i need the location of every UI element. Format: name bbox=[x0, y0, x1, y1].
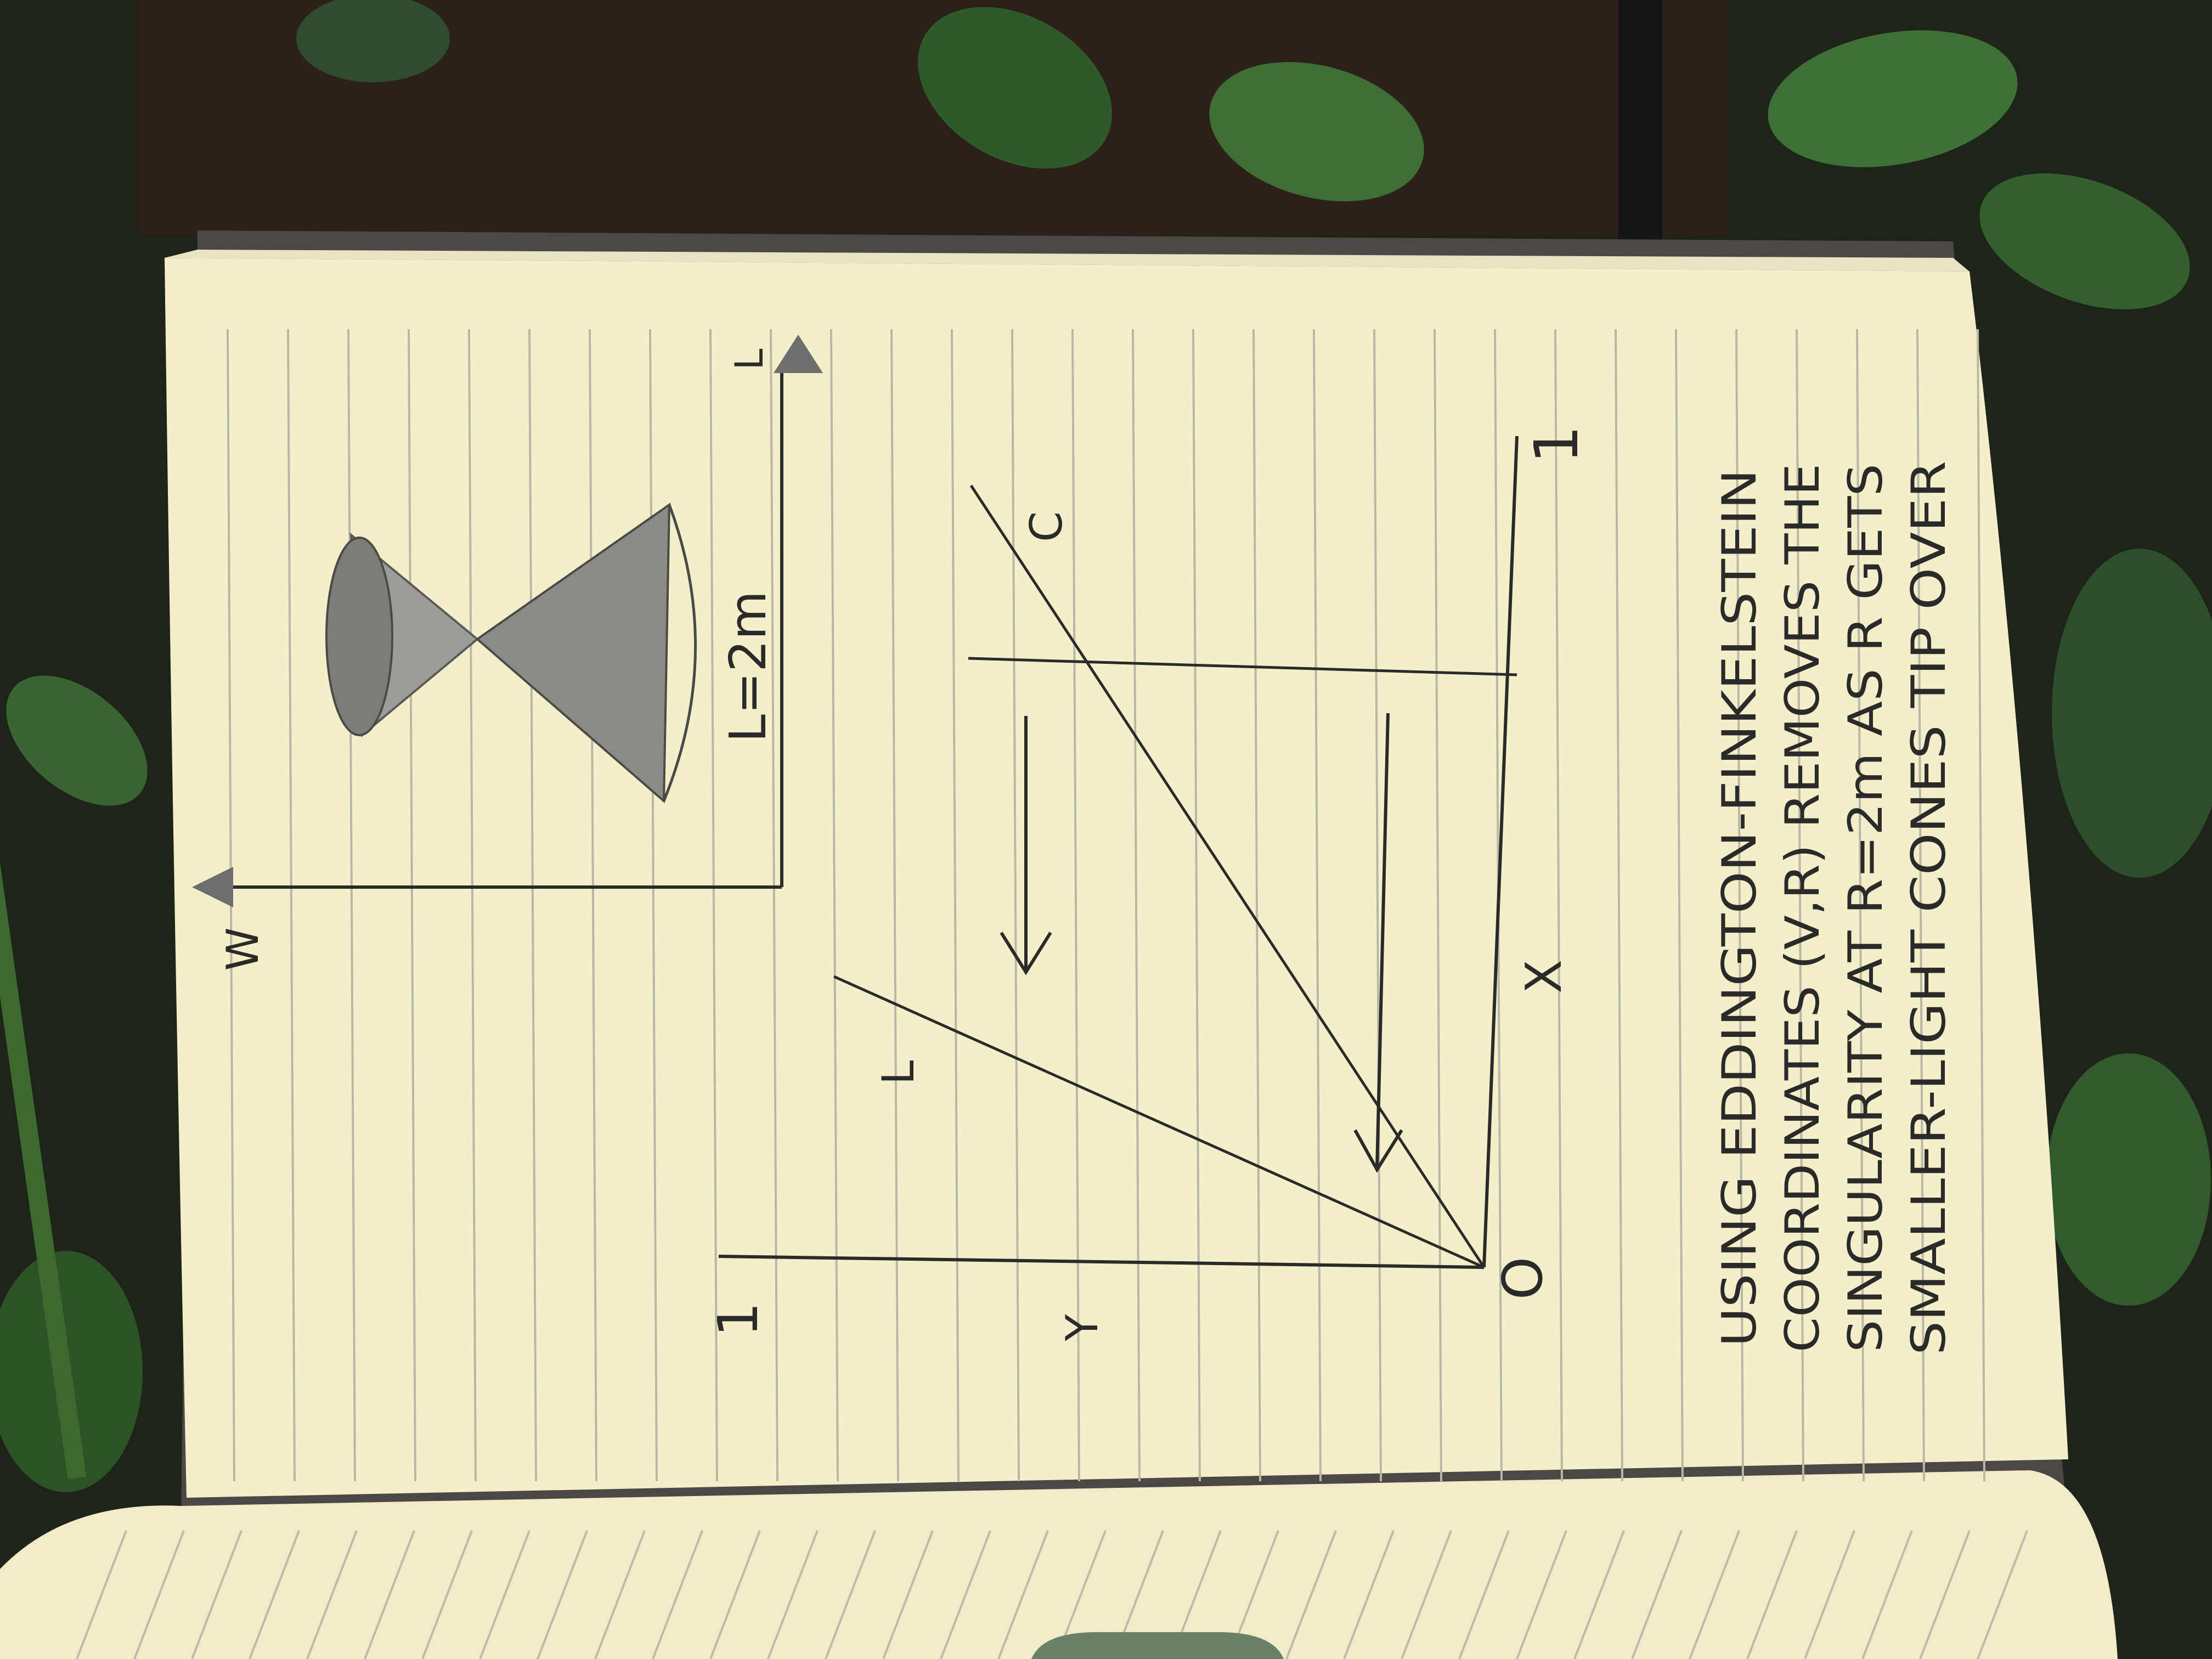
ruled-line bbox=[479, 1530, 531, 1659]
horizon-label: L=2m bbox=[719, 591, 777, 743]
ruled-line bbox=[1796, 329, 1804, 1482]
ruled-line bbox=[1313, 329, 1322, 1482]
leaf bbox=[918, 7, 1112, 169]
ruled-line bbox=[528, 329, 537, 1482]
line-c-label: C bbox=[1021, 511, 1072, 542]
ruled-line bbox=[770, 329, 778, 1482]
x-axis-label: X bbox=[1515, 960, 1573, 994]
ruled-line bbox=[882, 1530, 934, 1659]
leaf bbox=[296, 0, 450, 82]
ruled-line bbox=[1746, 1530, 1798, 1659]
ruled-line bbox=[1916, 329, 1925, 1482]
y-tick-label: 1 bbox=[706, 1302, 770, 1337]
arrow-shaft-lower bbox=[1375, 713, 1390, 1169]
elastic-band bbox=[1031, 1632, 1284, 1659]
ruled-line bbox=[1689, 1530, 1740, 1659]
ruled-line bbox=[1919, 1530, 1971, 1659]
ruled-line bbox=[1373, 329, 1382, 1482]
ruled-line bbox=[1573, 1530, 1625, 1659]
ruled-line bbox=[1735, 329, 1744, 1482]
ruled-line bbox=[249, 1530, 300, 1659]
unit-line-x-one bbox=[968, 657, 1517, 676]
note-line-2: COORDINATES (V,R) REMOVES THE bbox=[1775, 464, 1830, 1352]
diagonal-line-l bbox=[833, 975, 1485, 1269]
ruled-line bbox=[1554, 329, 1563, 1482]
coordinate-diagram: 1 Y O X 1 L C bbox=[706, 425, 1592, 1341]
ruled-line bbox=[537, 1530, 588, 1659]
ruled-line bbox=[421, 1530, 473, 1659]
ruled-line bbox=[890, 329, 899, 1482]
ruled-line bbox=[1516, 1530, 1567, 1659]
ruled-line bbox=[191, 1530, 242, 1659]
ruled-line bbox=[1071, 329, 1080, 1482]
ruled-line bbox=[709, 329, 718, 1482]
ruled-line bbox=[364, 1530, 415, 1659]
axis-l-label: L bbox=[727, 349, 772, 370]
w-axis-arrowhead bbox=[192, 867, 233, 907]
ruled-line bbox=[306, 1530, 358, 1659]
ruled-line bbox=[1631, 1530, 1683, 1659]
ruled-line bbox=[589, 329, 597, 1482]
ruled-line bbox=[1132, 329, 1141, 1482]
ruled-line bbox=[1252, 329, 1261, 1482]
lower-cone-cap bbox=[662, 504, 697, 802]
ruled-line bbox=[594, 1530, 646, 1659]
ruled-line bbox=[1285, 1530, 1337, 1659]
ruled-line bbox=[830, 329, 839, 1482]
ruled-line bbox=[997, 1530, 1049, 1659]
leaf bbox=[2052, 549, 2212, 878]
ruled-line bbox=[1192, 329, 1201, 1482]
ruled-line bbox=[1977, 329, 1985, 1482]
pot-rim bbox=[1618, 0, 1662, 241]
ruled-line bbox=[1434, 329, 1442, 1482]
y-axis-label: Y bbox=[1057, 1313, 1108, 1341]
ruled-line bbox=[940, 1530, 991, 1659]
ruled-line bbox=[1401, 1530, 1452, 1659]
ruled-line bbox=[76, 1530, 127, 1659]
y-axis bbox=[718, 1255, 1485, 1269]
ruled-line bbox=[951, 329, 960, 1482]
x-tick-label: 1 bbox=[1521, 425, 1592, 464]
ruled-line bbox=[1011, 329, 1020, 1482]
leaf bbox=[2046, 1053, 2211, 1306]
lower-page bbox=[0, 1470, 2118, 1659]
note-line-3: SINGULARITY AT R=2m AS R GETS bbox=[1838, 464, 1893, 1352]
ruled-line bbox=[1675, 329, 1684, 1482]
arrow-head-upper bbox=[1000, 932, 1052, 975]
ruled-line bbox=[709, 1530, 761, 1659]
leaf bbox=[1768, 30, 2018, 167]
ruled-line bbox=[1804, 1530, 1855, 1659]
light-cone-sketch: W L L=2m bbox=[192, 335, 823, 971]
ruled-line bbox=[408, 329, 416, 1482]
ruled-line bbox=[1977, 1530, 2028, 1659]
arrow-head-lower bbox=[1353, 1129, 1403, 1173]
axis-w-label: W bbox=[217, 927, 268, 970]
handwritten-note: USING EDDINGTON-FINKELSTEIN COORDINATES … bbox=[1712, 461, 1956, 1355]
ruled-line bbox=[1343, 1530, 1395, 1659]
ruled-line bbox=[1458, 1530, 1510, 1659]
l-axis-arrowhead bbox=[774, 335, 823, 373]
ruled-line bbox=[347, 329, 356, 1482]
line-l-label: L bbox=[873, 1060, 924, 1085]
leaf bbox=[6, 675, 148, 806]
ruled-line bbox=[287, 329, 296, 1482]
ruled-line bbox=[652, 1530, 703, 1659]
plant-stem bbox=[0, 825, 87, 1480]
leaf bbox=[1209, 62, 1424, 201]
origin-label: O bbox=[1491, 1257, 1555, 1300]
note-line-1: USING EDDINGTON-FINKELSTEIN bbox=[1712, 469, 1767, 1347]
upper-cone-cap bbox=[325, 537, 393, 736]
ruled-line bbox=[767, 1530, 819, 1659]
ruled-line bbox=[1861, 1530, 1913, 1659]
ruled-line bbox=[1856, 329, 1865, 1482]
note-line-4: SMALLER-LIGHT CONES TIP OVER bbox=[1901, 461, 1956, 1355]
ruled-line bbox=[825, 1530, 876, 1659]
leaf bbox=[1979, 173, 2190, 309]
ruled-line bbox=[133, 1530, 185, 1659]
lower-light-cone bbox=[475, 503, 671, 804]
ruled-line bbox=[468, 329, 477, 1482]
x-axis bbox=[1482, 436, 1519, 1268]
ruled-line bbox=[1615, 329, 1623, 1482]
